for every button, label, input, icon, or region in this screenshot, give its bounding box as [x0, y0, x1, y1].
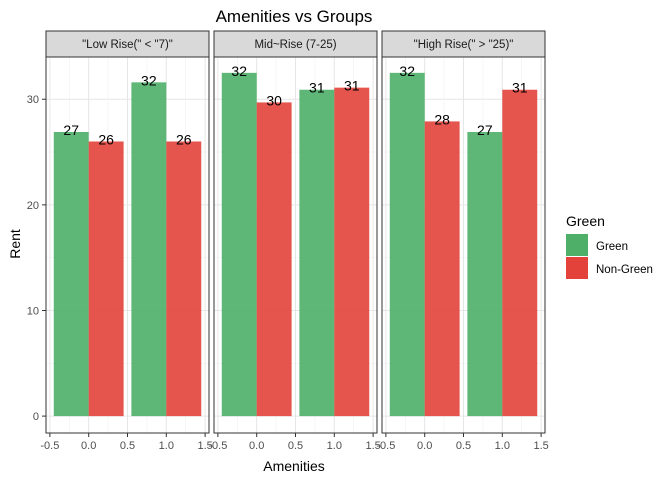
bar — [334, 87, 370, 417]
bar-value-label: 31 — [309, 80, 325, 96]
x-tick-label: -0.5 — [208, 440, 227, 452]
bar-value-label: 32 — [231, 63, 247, 79]
facet-strip — [45, 30, 210, 58]
bar — [299, 89, 335, 417]
legend-label-green: Green — [596, 241, 628, 253]
legend-label-non-green: Non-Green — [596, 264, 653, 276]
legend: Green Green Non-Green — [566, 213, 653, 279]
bar — [389, 72, 425, 417]
x-tick-label: 1.0 — [495, 440, 510, 452]
bar — [256, 102, 292, 417]
x-tick-label: 1.5 — [365, 440, 380, 452]
y-tick-label: 10 — [27, 305, 39, 317]
legend-title: Green — [566, 213, 605, 229]
legend-key-non-green — [566, 257, 588, 279]
facet-strip — [381, 30, 546, 58]
facet-strip-label: "Low Rise(" < "7)" — [82, 39, 173, 51]
bar — [166, 141, 202, 417]
x-tick-label: 1.5 — [533, 440, 548, 452]
x-tick-label: 1.0 — [327, 440, 342, 452]
y-axis-label: Rent — [7, 229, 23, 259]
facet-strip — [213, 30, 378, 58]
bar-value-label: 26 — [98, 131, 114, 147]
x-tick-label: -0.5 — [376, 440, 395, 452]
chart-title: Amenities vs Groups — [216, 7, 373, 26]
bar — [88, 141, 124, 417]
bar — [424, 121, 460, 417]
bar — [502, 89, 538, 417]
x-tick-label: 0.5 — [120, 440, 135, 452]
bar-value-label: 32 — [399, 63, 415, 79]
bar-value-label: 27 — [477, 122, 493, 138]
legend-key-green — [566, 234, 588, 256]
bar — [467, 131, 503, 417]
bar — [53, 131, 89, 417]
x-tick-label: 0.0 — [81, 440, 96, 452]
facet-panel-2: "High Rise(" > "25)" 32 27 28 31 -0.5 0.0 0.5 1.… — [376, 30, 549, 452]
y-tick-label: 30 — [27, 94, 39, 106]
y-tick-label: 0 — [33, 411, 39, 423]
bar-value-label: 30 — [266, 92, 282, 108]
x-tick-label: 0.0 — [417, 440, 432, 452]
x-tick-label: 0.5 — [288, 440, 303, 452]
bar-value-label: 32 — [141, 72, 157, 88]
x-tick-label: 1.5 — [197, 440, 212, 452]
x-tick-label: 0.0 — [249, 440, 264, 452]
facet-panel-0: "Low Rise(" < "7)" 27 32 26 26 -0.5 0.0 0.5 1.0 1… — [27, 30, 213, 452]
bar — [131, 82, 167, 417]
x-tick-label: 0.5 — [456, 440, 471, 452]
facet-strip-label: Mid~Rise (7-25) — [254, 39, 336, 51]
bar-value-label: 31 — [512, 80, 528, 96]
facet-panel-1: Mid~Rise (7-25) 32 31 30 31 -0.5 0.0 0.5 1.0 1.5 — [208, 30, 381, 452]
bar-value-label: 26 — [176, 131, 192, 147]
y-tick-label: 20 — [27, 200, 39, 212]
bar-value-label: 28 — [434, 111, 450, 127]
bar-value-label: 31 — [344, 78, 360, 94]
x-axis-label: Amenities — [263, 458, 324, 474]
facet-strip-label: "High Rise(" > "25)" — [414, 39, 514, 51]
bar-value-label: 27 — [63, 122, 79, 138]
x-tick-label: 1.0 — [159, 440, 174, 452]
bar — [221, 72, 257, 417]
x-tick-label: -0.5 — [40, 440, 59, 452]
facet-panels: "Low Rise(" < "7)" 27 32 26 26 -0.5 0.0 0.5 1.0 1… — [27, 30, 549, 452]
